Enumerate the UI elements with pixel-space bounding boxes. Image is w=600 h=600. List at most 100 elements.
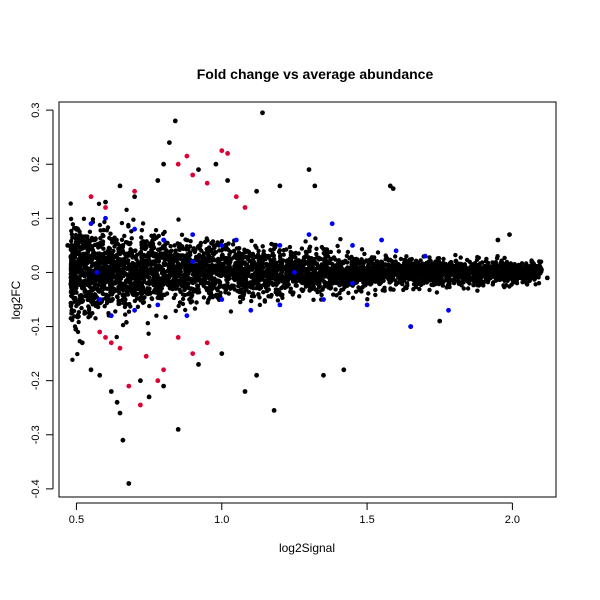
cloud-point [219, 273, 224, 278]
cloud-point [341, 271, 346, 277]
cloud-point [453, 258, 459, 263]
cloud-point [319, 262, 324, 267]
cloud-point [153, 259, 158, 264]
cloud-point [166, 269, 172, 274]
cloud-point [165, 240, 170, 246]
cloud-point [223, 289, 228, 295]
cloud-point [124, 251, 130, 256]
cloud-point [178, 246, 183, 251]
cloud-point [70, 291, 76, 296]
data-point-series-0 [225, 178, 231, 183]
cloud-point [100, 291, 105, 296]
cloud-point [261, 290, 266, 295]
cloud-point [394, 269, 399, 274]
cloud-point [299, 246, 305, 251]
cloud-point [210, 295, 215, 300]
data-point-series-1 [422, 253, 428, 259]
cloud-point [113, 309, 118, 314]
cloud-point [287, 244, 293, 250]
x-tick-label: 0.5 [69, 514, 84, 526]
cloud-point [404, 254, 409, 259]
cloud-point [429, 282, 434, 287]
cloud-point [141, 300, 147, 305]
cloud-point [174, 274, 179, 279]
cloud-point [182, 275, 187, 280]
cloud-point [362, 251, 367, 257]
cloud-point [117, 301, 122, 306]
cloud-point [299, 265, 305, 270]
cloud-point [201, 273, 206, 278]
cloud-point [527, 277, 532, 283]
data-point-series-2 [138, 402, 143, 408]
cloud-point [383, 262, 388, 267]
cloud-point [111, 262, 116, 268]
cloud-point [458, 255, 463, 260]
cloud-point [313, 287, 318, 292]
cloud-point [149, 296, 155, 302]
cloud-point [93, 236, 98, 241]
cloud-point [192, 306, 198, 311]
cloud-point [209, 241, 214, 246]
cloud-point [167, 256, 172, 261]
cloud-point [177, 269, 182, 274]
data-point-series-0 [103, 199, 108, 205]
cloud-point [265, 267, 270, 273]
cloud-point [423, 265, 428, 270]
cloud-point [191, 279, 196, 284]
cloud-point [475, 263, 481, 268]
cloud-point [337, 283, 342, 288]
cloud-point [70, 250, 75, 255]
cloud-point [187, 297, 192, 302]
cloud-point [148, 279, 153, 284]
cloud-layer [68, 201, 544, 362]
cloud-point [328, 285, 334, 290]
cloud-point [223, 247, 228, 252]
cloud-point [73, 326, 79, 331]
cloud-point [403, 263, 409, 269]
cloud-point [440, 264, 445, 269]
data-point-series-1 [277, 243, 283, 248]
cloud-point [322, 256, 327, 262]
cloud-point [250, 261, 255, 266]
cloud-point [79, 279, 84, 285]
cloud-point [271, 256, 277, 262]
cloud-point [370, 270, 375, 275]
cloud-point [331, 280, 336, 285]
cloud-point [303, 284, 309, 289]
data-point-series-0 [167, 140, 172, 146]
cloud-point [238, 287, 243, 292]
cloud-point [168, 244, 173, 249]
cloud-point [409, 256, 414, 262]
y-axis-label: log2FC [9, 280, 23, 319]
cloud-point [228, 272, 233, 277]
cloud-point [227, 261, 232, 266]
cloud-point [160, 268, 165, 273]
cloud-point [139, 228, 145, 233]
cloud-point [79, 262, 84, 268]
cloud-point [434, 290, 440, 295]
cloud-point [260, 244, 265, 249]
cloud-point [93, 262, 98, 268]
cloud-point [246, 290, 252, 295]
cloud-point [411, 287, 416, 292]
cloud-point [237, 258, 242, 263]
cloud-point [185, 238, 190, 243]
cloud-point [202, 239, 208, 245]
data-point-series-0 [437, 318, 443, 324]
cloud-point [195, 290, 200, 295]
data-point-series-0 [120, 437, 126, 443]
cloud-point [71, 259, 76, 265]
cloud-point [427, 255, 432, 260]
cloud-point [185, 292, 191, 297]
cloud-point [87, 229, 93, 234]
data-point-series-0 [114, 399, 120, 405]
cloud-point [143, 242, 149, 247]
data-point-series-0 [138, 378, 143, 384]
y-axis: -0.4 -0.3 -0.2 -0.1 0.0 0.1 0.2 0.3 [30, 102, 54, 498]
cloud-point [217, 248, 222, 253]
cloud-point [400, 272, 405, 277]
data-point-series-0 [390, 186, 396, 192]
cloud-point [490, 280, 496, 285]
cloud-point [87, 259, 92, 264]
cloud-point [448, 259, 454, 265]
